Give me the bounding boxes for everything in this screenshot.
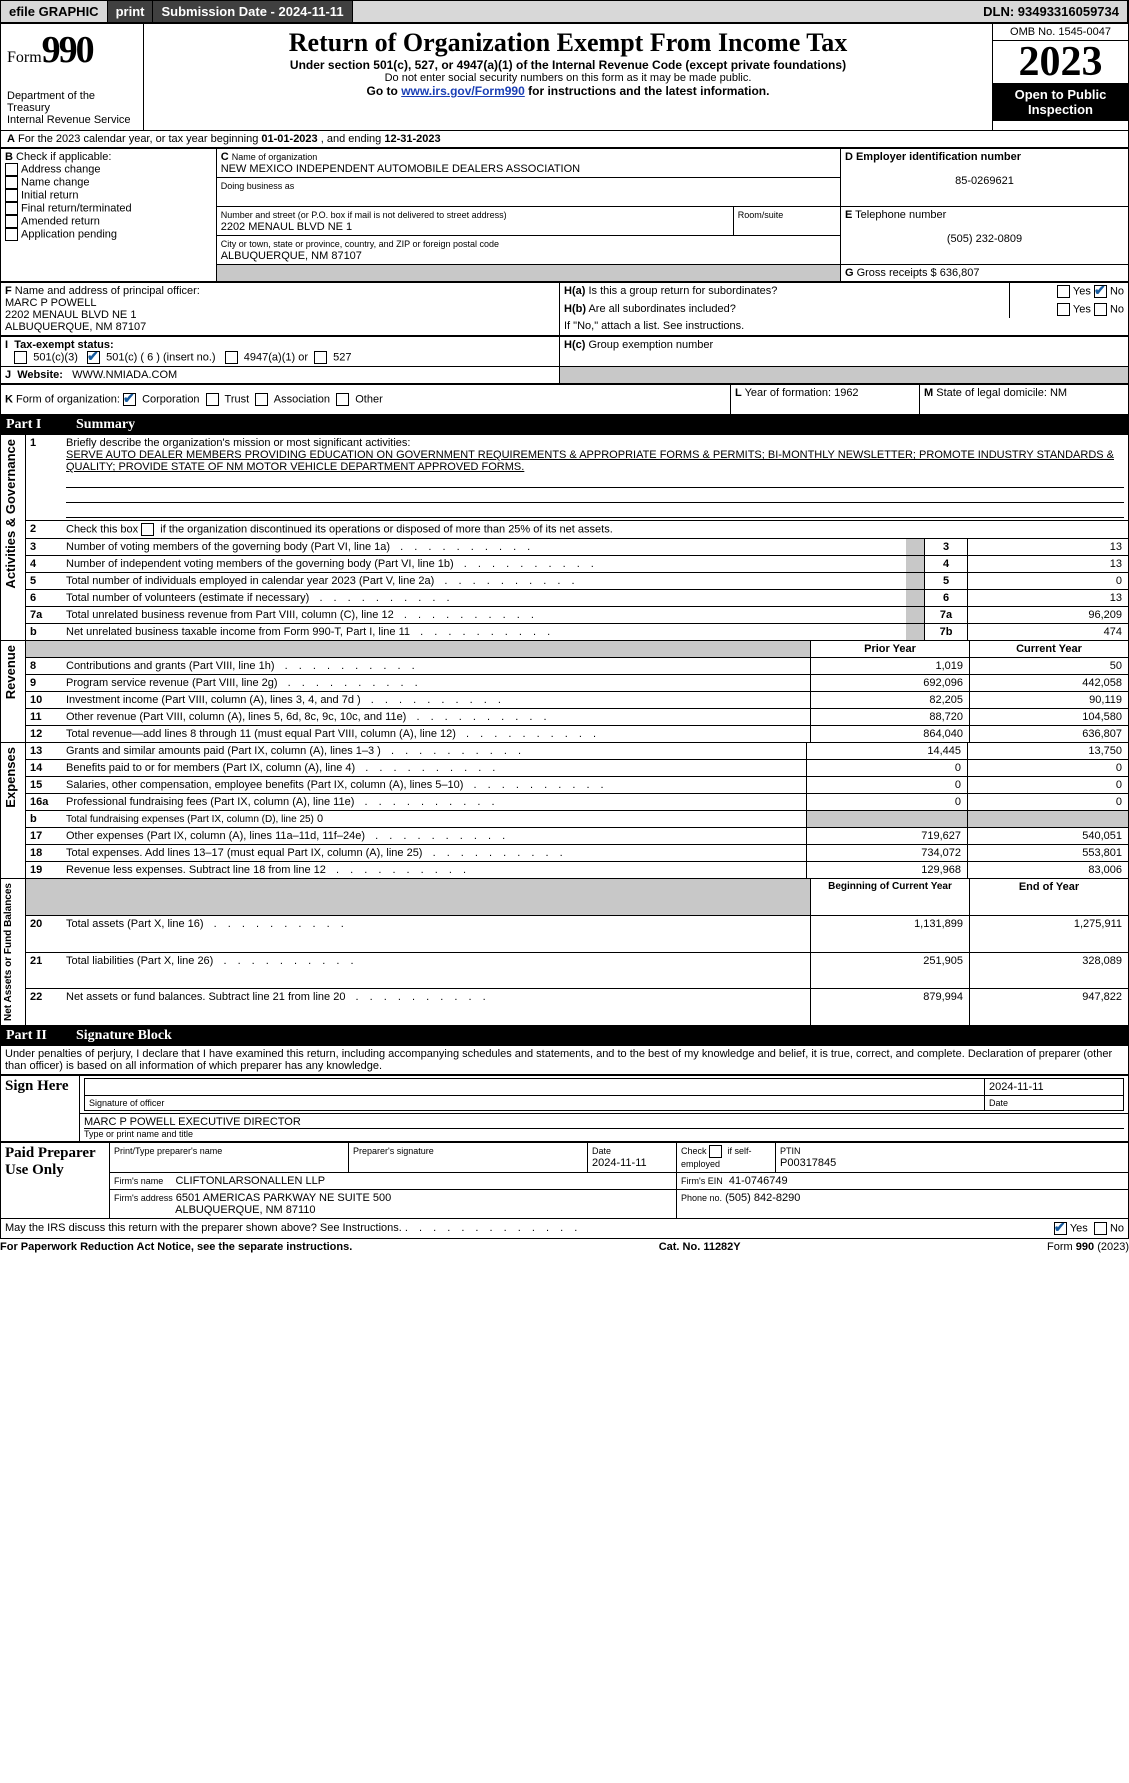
irs-link[interactable]: www.irs.gov/Form990 bbox=[401, 84, 525, 98]
chk-discuss-no[interactable] bbox=[1094, 1222, 1107, 1235]
ein-value: 85-0269621 bbox=[845, 175, 1124, 187]
na-table: Net Assets or Fund BalancesBeginning of … bbox=[0, 878, 1129, 1026]
part1-header: Part ISummary bbox=[0, 415, 1129, 435]
form-subtitle: Under section 501(c), 527, or 4947(a)(1)… bbox=[152, 58, 984, 72]
discuss-row: May the IRS discuss this return with the… bbox=[0, 1219, 1129, 1239]
sign-here-block: Sign Here 2024-11-11 Signature of office… bbox=[0, 1075, 1129, 1142]
chk-hb-no[interactable] bbox=[1094, 303, 1107, 316]
boxB-title: Check if applicable: bbox=[16, 151, 111, 163]
chk-527[interactable] bbox=[314, 351, 327, 364]
chk-self-emp[interactable] bbox=[709, 1145, 722, 1158]
exp-table: Expenses13Grants and similar amounts pai… bbox=[0, 742, 1129, 879]
chk-501c[interactable] bbox=[87, 351, 100, 364]
status-block: I Tax-exempt status: 501(c)(3) 501(c) ( … bbox=[0, 336, 1129, 384]
chk-final-return[interactable] bbox=[5, 202, 18, 215]
paid-preparer-block: Paid Preparer Use Only Print/Type prepar… bbox=[0, 1142, 1129, 1219]
efile-label: efile GRAPHIC bbox=[1, 1, 108, 22]
website: WWW.NMIADA.COM bbox=[72, 369, 177, 381]
officer-name: MARC P POWELL bbox=[5, 297, 97, 309]
chk-corp[interactable] bbox=[123, 393, 136, 406]
chk-4947[interactable] bbox=[225, 351, 238, 364]
year-formation: 1962 bbox=[834, 387, 858, 399]
state-domicile: NM bbox=[1050, 387, 1067, 399]
phone-value: (505) 232-0809 bbox=[845, 233, 1124, 245]
top-toolbar: efile GRAPHIC print Submission Date - 20… bbox=[0, 0, 1129, 23]
form-title: Return of Organization Exempt From Incom… bbox=[152, 28, 984, 58]
part2-header: Part IISignature Block bbox=[0, 1026, 1129, 1046]
declaration: Under penalties of perjury, I declare th… bbox=[0, 1046, 1129, 1075]
submission-date-button[interactable]: Submission Date - 2024-11-11 bbox=[153, 1, 352, 22]
form-header: Form990 Department of the Treasury Inter… bbox=[0, 23, 1129, 131]
open-inspection: Open to Public Inspection bbox=[993, 83, 1128, 121]
ssn-warning: Do not enter social security numbers on … bbox=[152, 72, 984, 84]
period-line: A For the 2023 calendar year, or tax yea… bbox=[0, 131, 1129, 148]
chk-amended[interactable] bbox=[5, 215, 18, 228]
page-footer: For Paperwork Reduction Act Notice, see … bbox=[0, 1239, 1129, 1255]
firm-ein: 41-0746749 bbox=[729, 1175, 788, 1187]
chk-hb-yes[interactable] bbox=[1057, 303, 1070, 316]
city: ALBUQUERQUE, NM 87107 bbox=[221, 250, 362, 262]
officer-printed: MARC P POWELL EXECUTIVE DIRECTOR bbox=[84, 1116, 1124, 1129]
tax-year: 2023 bbox=[993, 41, 1128, 83]
prep-phone: (505) 842-8290 bbox=[725, 1192, 800, 1204]
chk-assoc[interactable] bbox=[255, 393, 268, 406]
firm-name: CLIFTONLARSONALLEN LLP bbox=[175, 1175, 325, 1187]
org-name: NEW MEXICO INDEPENDENT AUTOMOBILE DEALER… bbox=[221, 163, 580, 175]
sign-here-label: Sign Here bbox=[1, 1076, 80, 1142]
dln-label: DLN: 93493316059734 bbox=[975, 1, 1128, 22]
form-number: 990 bbox=[42, 29, 93, 71]
chk-501c3[interactable] bbox=[14, 351, 27, 364]
form-prefix: Form bbox=[7, 49, 42, 66]
goto-line: Go to www.irs.gov/Form990 for instructio… bbox=[152, 84, 984, 98]
chk-ha-yes[interactable] bbox=[1057, 285, 1070, 298]
irs-label: Internal Revenue Service bbox=[7, 114, 137, 126]
chk-initial-return[interactable] bbox=[5, 189, 18, 202]
klm-block: K Form of organization: Corporation Trus… bbox=[0, 384, 1129, 415]
print-button[interactable]: print bbox=[108, 1, 154, 22]
ptin: P00317845 bbox=[780, 1157, 836, 1169]
paid-prep-label: Paid Preparer Use Only bbox=[1, 1143, 110, 1219]
street: 2202 MENAUL BLVD NE 1 bbox=[221, 221, 352, 233]
ag-table: Activities & Governance1Briefly describe… bbox=[0, 434, 1129, 641]
entity-block: B Check if applicable: Address change Na… bbox=[0, 148, 1129, 282]
chk-ha-no[interactable] bbox=[1094, 285, 1107, 298]
officer-block: F Name and address of principal officer:… bbox=[0, 282, 1129, 336]
chk-trust[interactable] bbox=[206, 393, 219, 406]
rev-table: RevenuePrior YearCurrent Year8Contributi… bbox=[0, 640, 1129, 743]
dept-label: Department of the Treasury bbox=[7, 90, 137, 114]
chk-address-change[interactable] bbox=[5, 163, 18, 176]
501c-no: 6 bbox=[147, 351, 153, 363]
chk-app-pending[interactable] bbox=[5, 228, 18, 241]
chk-other[interactable] bbox=[336, 393, 349, 406]
gross-receipts: 636,807 bbox=[940, 267, 980, 279]
chk-discuss-yes[interactable] bbox=[1054, 1222, 1067, 1235]
chk-name-change[interactable] bbox=[5, 176, 18, 189]
